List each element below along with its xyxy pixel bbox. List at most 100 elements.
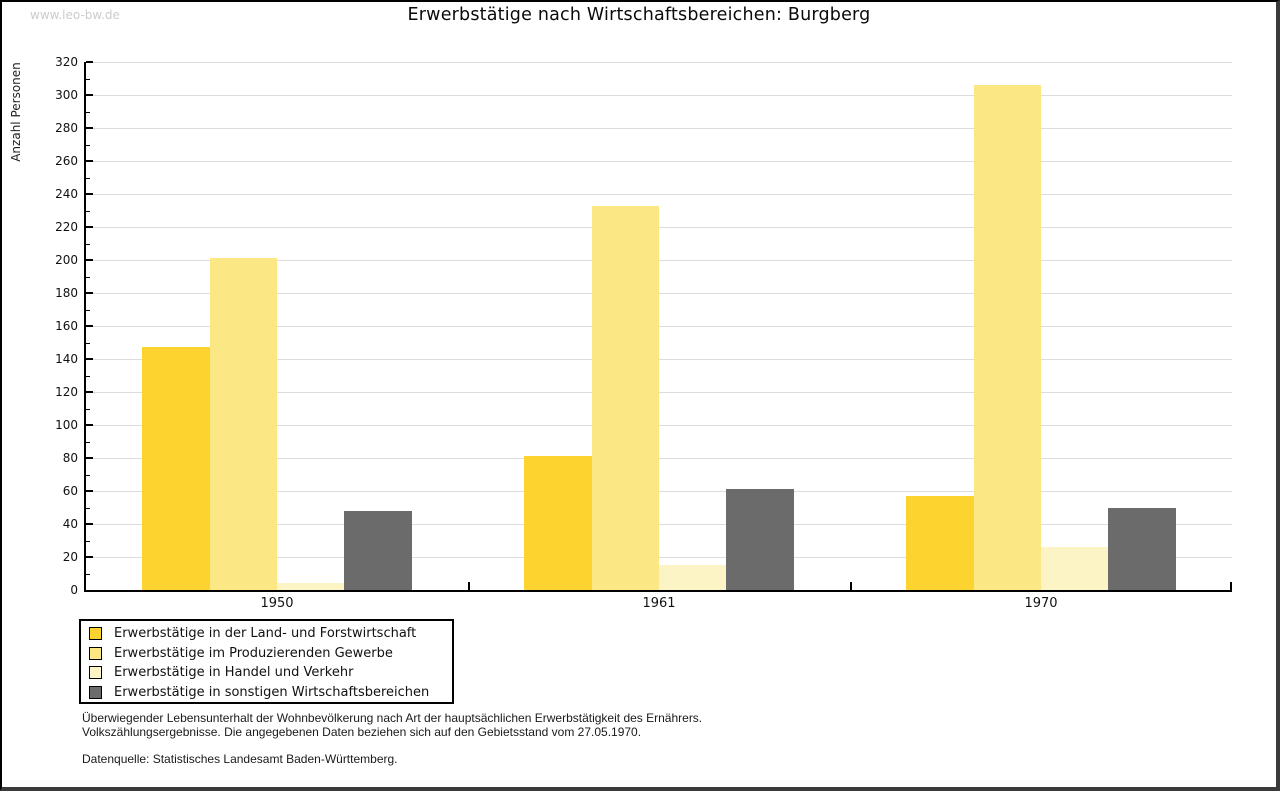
footnotes: Überwiegender Lebensunterhalt der Wohnbe…: [82, 711, 702, 766]
gridline-40: [86, 524, 1232, 525]
y-axis-tick-label: 20: [62, 550, 78, 564]
y-axis-title: Anzahl Personen: [9, 62, 23, 162]
chart-title: Erwerbstätige nach Wirtschaftsbereichen:…: [407, 5, 871, 25]
y-axis-tick-label: 100: [55, 418, 78, 432]
x-axis-boundary-tick: [1230, 582, 1232, 590]
bar-1961-series-1: [524, 456, 592, 590]
data-source: Datenquelle: Statistisches Landesamt Bad…: [82, 752, 398, 766]
x-axis-category-label: 1950: [260, 596, 294, 611]
y-axis-minor-tick: [86, 276, 90, 278]
gridline-80: [86, 458, 1232, 459]
y-axis-minor-tick: [86, 507, 90, 509]
legend-item-3: Erwerbstätige in Handel und Verkehr: [89, 663, 452, 683]
y-axis-major-tick: [86, 193, 93, 195]
y-axis-major-tick: [86, 424, 93, 426]
y-axis-minor-tick: [86, 144, 90, 146]
gridline-140: [86, 359, 1232, 360]
y-axis-tick-label: 220: [55, 220, 78, 234]
y-axis-major-tick: [86, 226, 93, 228]
bar-1950-series-3: [277, 583, 345, 590]
y-axis-minor-tick: [86, 573, 90, 575]
y-axis-major-tick: [86, 457, 93, 459]
y-axis-minor-tick: [86, 375, 90, 377]
gridline-200: [86, 260, 1232, 261]
gridline-100: [86, 425, 1232, 426]
legend-item-2: Erwerbstätige im Produzierenden Gewerbe: [89, 644, 452, 664]
legend-swatch: [89, 627, 102, 641]
legend-item-1: Erwerbstätige in der Land- und Forstwirt…: [89, 624, 452, 644]
y-axis-tick-label: 120: [55, 385, 78, 399]
y-axis-minor-tick: [86, 243, 90, 245]
y-axis-major-tick: [86, 556, 93, 558]
x-axis-category-label: 1961: [642, 596, 676, 611]
legend-swatch: [89, 646, 102, 660]
gridline-160: [86, 326, 1232, 327]
y-axis-tick-label: 160: [55, 319, 78, 333]
gridline-240: [86, 194, 1232, 195]
y-axis-major-tick: [86, 94, 93, 96]
gridline-60: [86, 491, 1232, 492]
x-axis-boundary-tick: [468, 582, 470, 590]
watermark: www.leo-bw.de: [30, 8, 120, 22]
gridline-320: [86, 62, 1232, 63]
y-axis-major-tick: [86, 490, 93, 492]
y-axis-major-tick: [86, 391, 93, 393]
bar-1961-series-4: [726, 489, 794, 590]
legend: Erwerbstätige in der Land- und Forstwirt…: [79, 619, 454, 704]
y-axis-tick-label: 300: [55, 88, 78, 102]
y-axis-major-tick: [86, 160, 93, 162]
plot-area: [84, 61, 1232, 592]
gridline-280: [86, 128, 1232, 129]
bar-1961-series-3: [659, 565, 727, 590]
footnote-line-2: Volkszählungsergebnisse. Die angegebenen…: [82, 725, 642, 739]
legend-label: Erwerbstätige in Handel und Verkehr: [114, 665, 354, 681]
y-axis-minor-tick: [86, 408, 90, 410]
legend-label: Erwerbstätige im Produzierenden Gewerbe: [114, 645, 393, 661]
x-axis-boundary-tick: [850, 582, 852, 590]
y-axis-major-tick: [86, 259, 93, 261]
y-axis-minor-tick: [86, 342, 90, 344]
gridline-20: [86, 557, 1232, 558]
bar-1950-series-2: [209, 258, 277, 590]
legend-swatch: [89, 666, 102, 680]
legend-item-4: Erwerbstätige in sonstigen Wirtschaftsbe…: [89, 683, 452, 703]
bar-1970-series-1: [906, 495, 974, 590]
y-axis-tick-label: 0: [70, 583, 78, 597]
y-axis-minor-tick: [86, 474, 90, 476]
bar-1961-series-2: [591, 205, 659, 590]
y-axis-major-tick: [86, 358, 93, 360]
y-axis-minor-tick: [86, 111, 90, 113]
y-axis-tick-label: 200: [55, 253, 78, 267]
bar-1970-series-4: [1108, 507, 1176, 590]
y-axis-tick-label: 280: [55, 121, 78, 135]
y-axis-major-tick: [86, 292, 93, 294]
gridline-180: [86, 293, 1232, 294]
y-axis-major-tick: [86, 325, 93, 327]
y-axis-tick-label: 140: [55, 352, 78, 366]
y-axis-minor-tick: [86, 309, 90, 311]
y-axis-minor-tick: [86, 210, 90, 212]
legend-label: Erwerbstätige in der Land- und Forstwirt…: [114, 626, 417, 642]
y-axis-minor-tick: [86, 540, 90, 542]
y-axis-tick-label: 320: [55, 55, 78, 69]
y-axis-minor-tick: [86, 78, 90, 80]
y-axis-minor-tick: [86, 441, 90, 443]
footnote-line-1: Überwiegender Lebensunterhalt der Wohnbe…: [82, 711, 703, 725]
y-axis-minor-tick: [86, 177, 90, 179]
bar-1950-series-4: [344, 510, 412, 590]
legend-label: Erwerbstätige in sonstigen Wirtschaftsbe…: [114, 684, 430, 700]
y-axis-tick-label: 240: [55, 187, 78, 201]
x-axis-category-label: 1970: [1024, 596, 1058, 611]
y-axis-tick-label: 40: [62, 517, 78, 531]
bar-1950-series-1: [142, 347, 210, 590]
gridline-220: [86, 227, 1232, 228]
y-axis-tick-label: 60: [62, 484, 78, 498]
gridline-260: [86, 161, 1232, 162]
y-axis-major-tick: [86, 61, 93, 63]
gridline-120: [86, 392, 1232, 393]
legend-swatch: [89, 685, 102, 699]
y-axis-major-tick: [86, 523, 93, 525]
y-axis-tick-label: 180: [55, 286, 78, 300]
bar-1970-series-3: [1041, 547, 1109, 590]
